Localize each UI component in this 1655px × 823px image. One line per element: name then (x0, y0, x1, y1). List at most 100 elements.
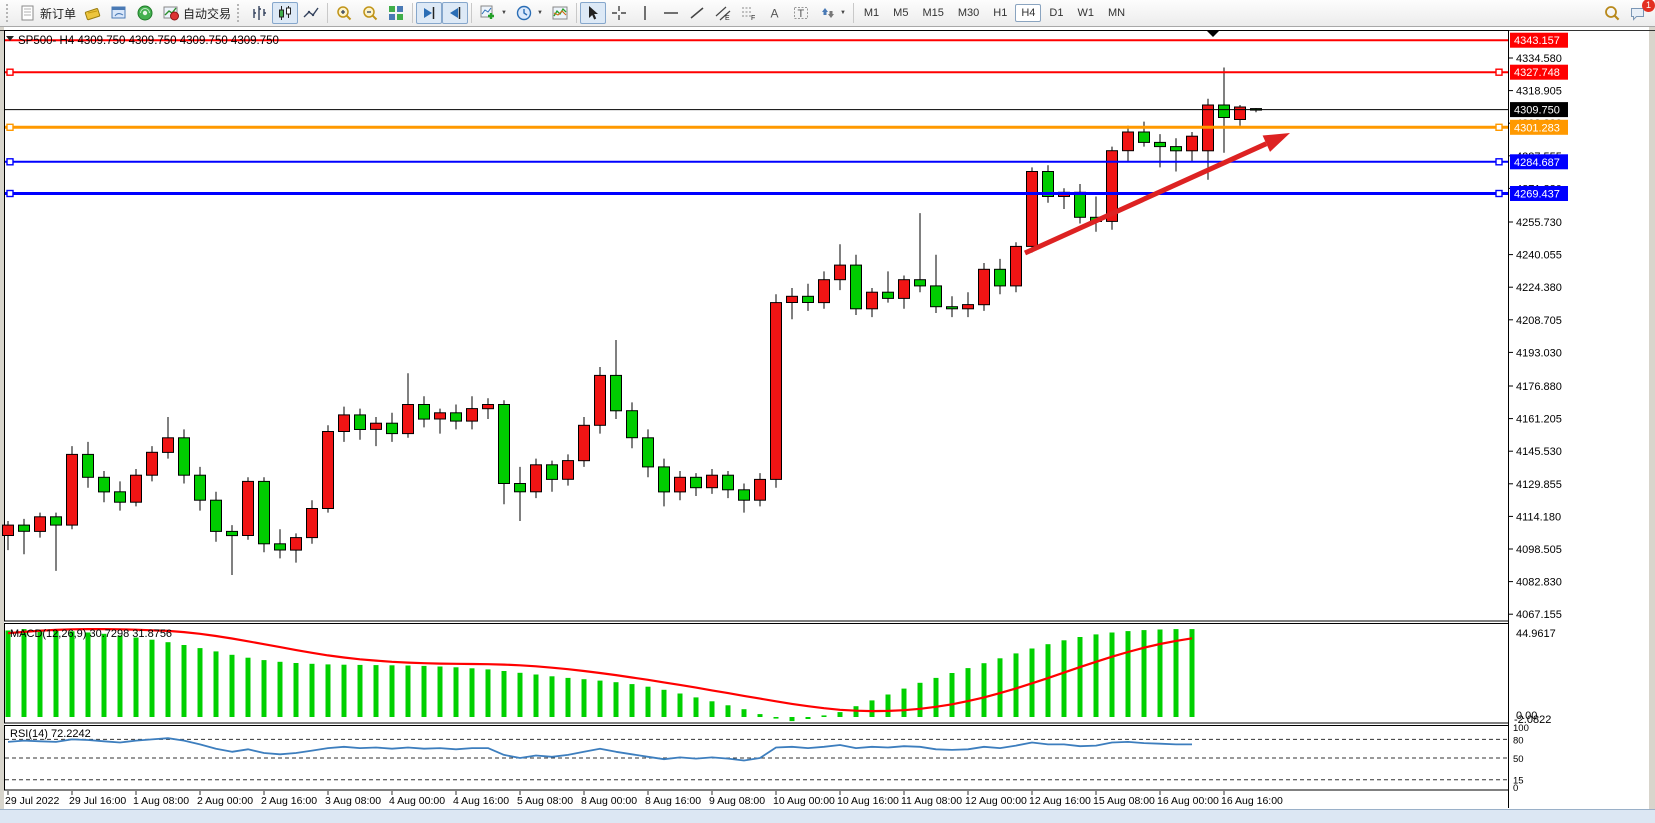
macd-bar (421, 665, 427, 717)
candle (274, 529, 286, 559)
macd-bar (277, 661, 283, 717)
hline-4284.687[interactable] (5, 158, 1508, 166)
crosshair-icon (610, 4, 628, 22)
candle (226, 525, 238, 575)
time-label: 12 Aug 16:00 (1029, 795, 1091, 807)
text-button[interactable]: A (762, 2, 788, 24)
vertical-line-button[interactable] (632, 2, 658, 24)
timeframe-m1[interactable]: M1 (858, 4, 885, 22)
candle (402, 373, 414, 438)
equidistant-channel-button[interactable]: E (710, 2, 736, 24)
line-chart-button[interactable] (298, 2, 324, 24)
text-label-button[interactable]: T (788, 2, 814, 24)
timeframe-m5[interactable]: M5 (887, 4, 914, 22)
zoom-in-button[interactable] (331, 2, 357, 24)
macd-bar (181, 645, 187, 717)
tile-windows-button[interactable] (383, 2, 409, 24)
candle (1042, 165, 1054, 203)
line-handle[interactable] (6, 189, 14, 198)
macd-bar (149, 639, 155, 717)
line-handle[interactable] (1495, 158, 1503, 166)
macd-bar (1061, 640, 1067, 717)
new-order-button[interactable]: 新订单 (15, 2, 80, 24)
community-button[interactable] (132, 2, 158, 24)
new-order-icon (19, 4, 37, 22)
timeframe-h1[interactable]: H1 (987, 4, 1013, 22)
candle (962, 292, 974, 318)
bar-chart-button[interactable] (246, 2, 272, 24)
price-tick-label: 4098.505 (1516, 544, 1562, 556)
candle (866, 288, 878, 318)
macd-bar (661, 689, 667, 717)
auto-scroll-button[interactable] (416, 2, 443, 24)
chevron-down-icon: ▼ (839, 10, 846, 16)
timeframe-d1[interactable]: D1 (1043, 4, 1069, 22)
line-handle[interactable] (1495, 189, 1503, 198)
hline-4301.283[interactable] (5, 123, 1508, 132)
price-axis[interactable]: 4334.5804318.9054303.2304287.5554271.880… (1508, 30, 1568, 808)
time-axis[interactable]: 29 Jul 2022 29 Jul 16:00 1 Aug 08:00 2 Aug … (5, 791, 1283, 807)
chart-shift-button[interactable] (442, 2, 469, 24)
macd-bar (1013, 653, 1019, 717)
crosshair-button[interactable] (606, 2, 632, 24)
timeframe-w1[interactable]: W1 (1071, 4, 1100, 22)
line-handle[interactable] (1495, 123, 1503, 132)
fibonacci-button[interactable]: F (736, 2, 762, 24)
macd-bar (933, 677, 939, 717)
timeframe-h4[interactable]: H4 (1015, 4, 1042, 22)
candlestick-chart-button[interactable] (272, 2, 299, 24)
cursor-button[interactable] (579, 2, 606, 24)
toolbar-separator (327, 3, 329, 23)
timeframe-menu-button[interactable]: ▼ (511, 2, 547, 24)
price-tick-label: 4208.705 (1516, 315, 1562, 327)
candle (386, 412, 398, 442)
notifications-button[interactable]: 1 (1625, 0, 1655, 24)
shift-marker-icon[interactable] (1207, 31, 1219, 37)
shapes-button[interactable]: ▼ (814, 2, 850, 24)
timeframe-mn[interactable]: MN (1102, 4, 1131, 22)
candle (994, 258, 1006, 295)
hline-4327.748[interactable] (5, 68, 1508, 76)
line-handle[interactable] (1495, 68, 1503, 76)
candle (1186, 132, 1198, 162)
price-badge: 4309.750 (1510, 102, 1568, 118)
macd-bar (37, 629, 43, 717)
journal-button[interactable] (80, 2, 106, 24)
zoom-out-button[interactable] (357, 2, 383, 24)
candle (834, 244, 846, 291)
macd-bar (805, 717, 811, 719)
autotrading-button[interactable]: 自动交易 (158, 2, 235, 24)
macd-bar (117, 635, 123, 717)
journal-icon (84, 4, 102, 22)
community-icon (136, 4, 154, 22)
trend-arrow[interactable] (1023, 133, 1290, 256)
macd-bar (437, 666, 443, 717)
time-label: 4 Aug 00:00 (389, 795, 445, 807)
timeframe-m15[interactable]: M15 (916, 4, 949, 22)
trendline-button[interactable] (684, 2, 710, 24)
candle (146, 446, 158, 482)
macd-bar (1141, 630, 1147, 717)
title-dropdown-icon[interactable] (6, 36, 14, 41)
data-window-button[interactable] (106, 2, 132, 24)
search-button[interactable] (1599, 2, 1625, 24)
macd-bar (997, 658, 1003, 717)
macd-bar (69, 631, 75, 717)
macd-bar (773, 717, 779, 719)
horizontal-line-button[interactable] (658, 2, 684, 24)
macd-bar (581, 679, 587, 717)
line-handle[interactable] (6, 158, 14, 166)
candle (2, 521, 14, 551)
line-handle[interactable] (6, 123, 14, 132)
templates-button[interactable] (547, 2, 573, 24)
timeframe-m30[interactable]: M30 (952, 4, 985, 22)
new-chart-button[interactable]: ▼ (475, 2, 511, 24)
candle (50, 512, 62, 571)
autotrading-label: 自动交易 (183, 6, 232, 21)
price-badge: 4284.687 (1510, 154, 1568, 170)
hline-4269.437[interactable] (5, 189, 1508, 198)
candle (354, 408, 366, 440)
toolbar-separator (575, 3, 577, 23)
line-handle[interactable] (6, 68, 14, 76)
